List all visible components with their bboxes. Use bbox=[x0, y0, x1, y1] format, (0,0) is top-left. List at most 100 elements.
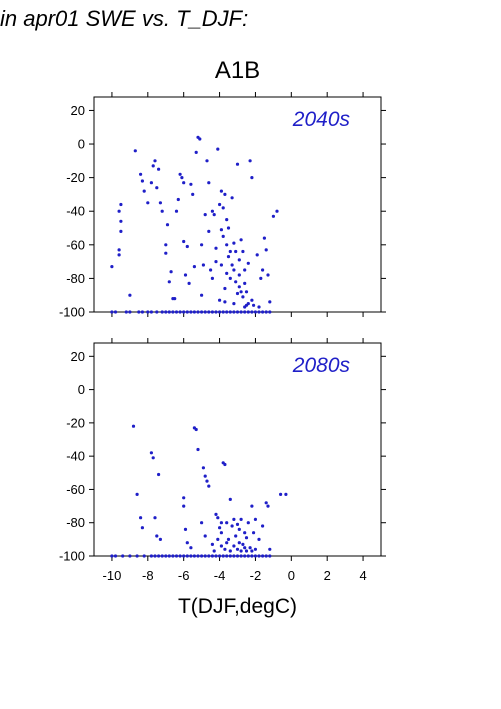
data-point bbox=[232, 302, 236, 306]
data-point bbox=[246, 261, 250, 265]
data-point bbox=[252, 303, 256, 307]
data-point bbox=[216, 516, 220, 520]
data-point bbox=[180, 176, 184, 180]
data-point bbox=[131, 424, 136, 428]
data-point bbox=[187, 281, 191, 285]
data-point bbox=[185, 310, 189, 314]
data-point bbox=[250, 549, 254, 553]
data-point bbox=[165, 223, 170, 227]
data-point bbox=[173, 297, 177, 301]
data-point bbox=[209, 268, 213, 272]
x-tick-label: -4 bbox=[214, 568, 226, 583]
data-point bbox=[235, 162, 240, 166]
data-point bbox=[167, 310, 171, 314]
data-point bbox=[225, 541, 229, 545]
y-tick-label: -100 bbox=[59, 305, 85, 320]
y-tick-label: -20 bbox=[66, 415, 85, 430]
data-point bbox=[171, 310, 175, 314]
data-point bbox=[178, 310, 182, 314]
data-point bbox=[284, 492, 288, 496]
data-point bbox=[182, 310, 186, 314]
y-tick-label: -40 bbox=[66, 204, 85, 219]
data-point bbox=[225, 218, 229, 222]
data-point bbox=[235, 547, 240, 551]
data-point bbox=[135, 492, 139, 496]
data-point bbox=[183, 273, 188, 277]
data-point bbox=[119, 229, 123, 233]
data-point bbox=[268, 310, 272, 314]
y-tick-label: -80 bbox=[66, 271, 85, 286]
data-point bbox=[200, 243, 204, 247]
data-point bbox=[237, 527, 241, 532]
data-point bbox=[210, 542, 214, 547]
data-point bbox=[157, 472, 161, 477]
data-point bbox=[223, 286, 227, 291]
data-point bbox=[243, 531, 247, 535]
data-point bbox=[149, 554, 153, 558]
data-point bbox=[176, 197, 180, 202]
data-point bbox=[110, 265, 114, 269]
data-point bbox=[221, 234, 225, 238]
data-point bbox=[228, 276, 232, 280]
data-point bbox=[128, 554, 132, 558]
data-point bbox=[246, 310, 250, 314]
data-point bbox=[250, 310, 254, 314]
y-tick-label: 20 bbox=[71, 103, 85, 118]
data-point bbox=[225, 271, 229, 275]
data-point bbox=[244, 549, 249, 553]
data-point bbox=[174, 310, 179, 314]
data-point bbox=[142, 554, 146, 558]
data-point bbox=[219, 531, 223, 535]
data-point bbox=[257, 537, 261, 542]
data-point bbox=[194, 427, 198, 432]
data-point bbox=[189, 182, 193, 186]
data-point bbox=[221, 206, 225, 210]
data-point bbox=[248, 159, 252, 163]
data-point bbox=[243, 554, 247, 558]
data-point bbox=[261, 554, 265, 558]
data-point bbox=[232, 268, 236, 272]
data-point bbox=[237, 285, 241, 289]
data-point bbox=[207, 229, 211, 233]
data-point bbox=[226, 255, 231, 259]
data-point bbox=[225, 310, 229, 314]
data-point bbox=[158, 201, 162, 205]
data-point bbox=[228, 549, 232, 553]
data-point bbox=[153, 516, 157, 520]
data-point bbox=[219, 544, 223, 548]
data-point bbox=[232, 554, 236, 558]
y-tick-label: -60 bbox=[66, 482, 85, 497]
data-point bbox=[164, 310, 168, 314]
y-tick-label: -60 bbox=[66, 237, 85, 252]
data-point bbox=[146, 201, 150, 205]
data-point bbox=[155, 186, 159, 190]
data-point bbox=[219, 521, 223, 525]
data-point bbox=[266, 504, 270, 508]
data-point bbox=[230, 263, 234, 267]
data-point bbox=[167, 280, 171, 284]
data-point bbox=[214, 310, 218, 314]
data-point bbox=[198, 137, 202, 141]
data-point bbox=[214, 554, 218, 558]
data-point bbox=[212, 213, 216, 217]
data-point bbox=[237, 273, 241, 277]
data-point bbox=[246, 554, 250, 558]
data-point bbox=[146, 310, 150, 314]
data-point bbox=[201, 466, 205, 470]
data-point bbox=[241, 249, 245, 254]
data-point bbox=[264, 501, 268, 505]
data-point bbox=[185, 541, 189, 545]
data-point bbox=[235, 310, 240, 314]
data-point bbox=[223, 462, 227, 467]
data-point bbox=[228, 310, 232, 314]
data-point bbox=[223, 547, 227, 551]
data-point bbox=[210, 209, 214, 213]
data-point bbox=[182, 181, 186, 185]
data-point bbox=[128, 310, 132, 314]
x-tick-label: -8 bbox=[142, 568, 154, 583]
data-point bbox=[250, 176, 254, 180]
data-point bbox=[205, 479, 209, 483]
data-point bbox=[117, 253, 121, 257]
data-point bbox=[241, 542, 245, 547]
x-tick-label: 4 bbox=[359, 568, 366, 583]
